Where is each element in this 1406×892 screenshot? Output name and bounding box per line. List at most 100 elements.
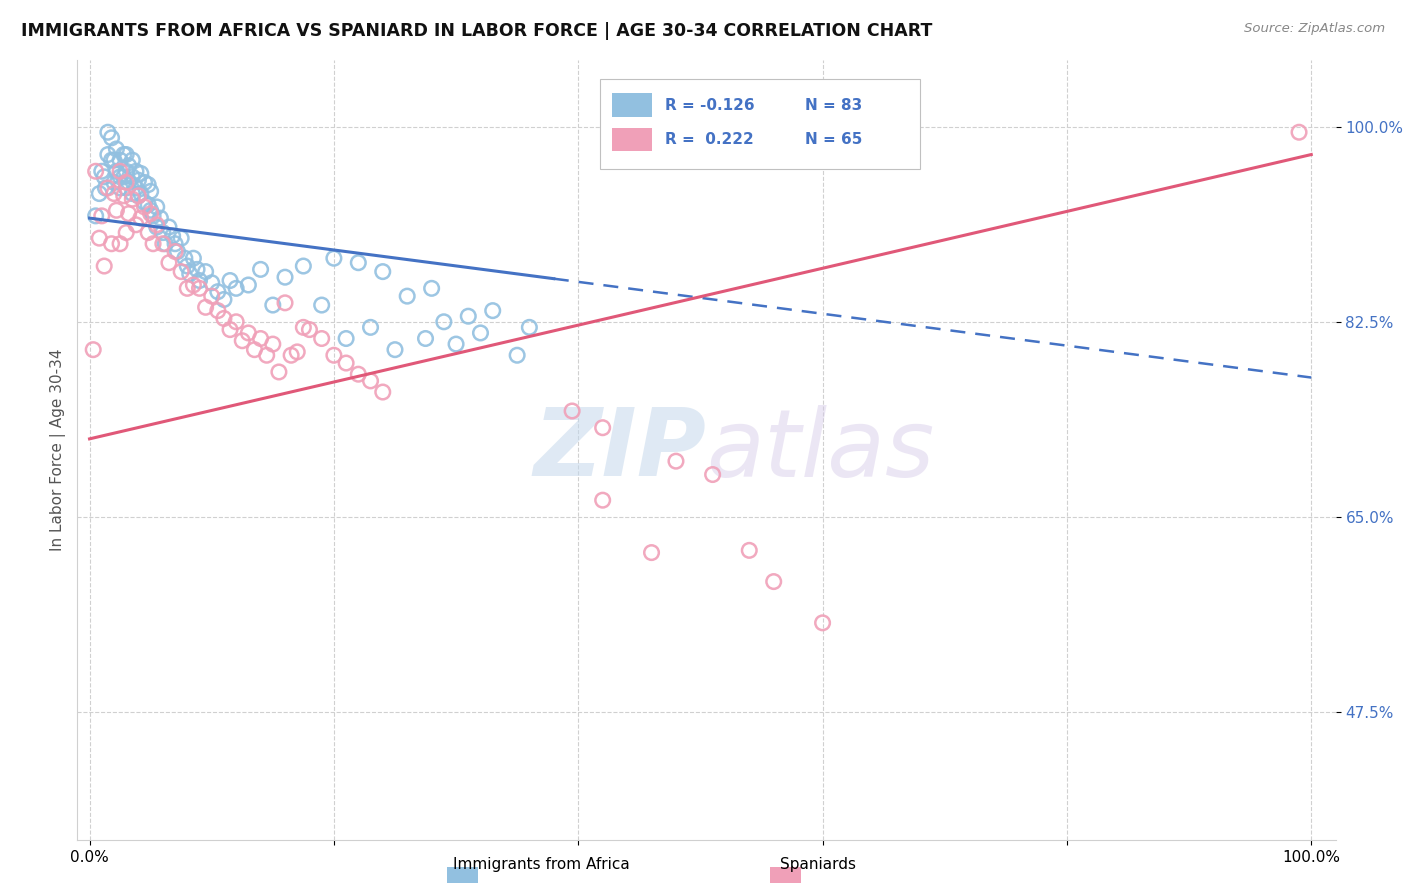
Point: [93, 259, 115, 273]
Point: [103, 176, 125, 190]
Point: [89, 231, 111, 245]
Point: [384, 343, 406, 357]
Point: [592, 493, 614, 508]
Point: [183, 252, 205, 266]
Point: [100, 131, 122, 145]
Point: [267, 365, 290, 379]
Point: [149, 211, 172, 226]
Point: [97, 125, 120, 139]
Point: [103, 153, 125, 168]
Point: [762, 574, 785, 589]
Point: [117, 176, 139, 190]
Point: [142, 236, 165, 251]
Point: [121, 169, 143, 184]
Point: [136, 198, 159, 212]
Point: [117, 207, 139, 221]
Text: Source: ZipAtlas.com: Source: ZipAtlas.com: [1244, 22, 1385, 36]
Point: [280, 348, 302, 362]
Point: [396, 289, 419, 303]
Point: [231, 334, 253, 348]
Point: [125, 218, 148, 232]
Point: [100, 236, 122, 251]
Point: [105, 142, 128, 156]
Point: [121, 192, 143, 206]
Point: [165, 244, 187, 259]
Point: [157, 256, 180, 270]
Point: [212, 293, 235, 307]
Point: [145, 220, 167, 235]
Point: [90, 164, 112, 178]
Point: [134, 200, 156, 214]
Point: [285, 345, 308, 359]
Point: [125, 164, 148, 178]
Point: [165, 236, 187, 251]
Point: [262, 298, 284, 312]
Point: [420, 281, 443, 295]
Y-axis label: In Labor Force | Age 30-34: In Labor Force | Age 30-34: [51, 349, 66, 551]
Point: [322, 348, 344, 362]
Point: [371, 385, 394, 400]
Point: [139, 203, 162, 218]
Point: [201, 289, 224, 303]
Point: [152, 236, 174, 251]
Point: [292, 259, 315, 273]
Point: [262, 337, 284, 351]
Point: [194, 301, 217, 315]
Point: [186, 262, 208, 277]
Point: [360, 320, 382, 334]
Point: [108, 181, 131, 195]
Point: [112, 189, 135, 203]
Point: [84, 209, 107, 223]
Text: Immigrants from Africa: Immigrants from Africa: [453, 857, 630, 872]
Point: [100, 153, 122, 168]
FancyBboxPatch shape: [599, 79, 921, 169]
Point: [115, 147, 138, 161]
Point: [93, 169, 115, 184]
Point: [738, 543, 761, 558]
Point: [145, 200, 167, 214]
Point: [188, 281, 211, 295]
Text: R =  0.222: R = 0.222: [665, 132, 754, 147]
Point: [481, 303, 503, 318]
Point: [90, 209, 112, 223]
Point: [335, 332, 357, 346]
Point: [243, 343, 266, 357]
Point: [665, 454, 688, 468]
Point: [139, 185, 162, 199]
Text: N = 83: N = 83: [804, 97, 862, 112]
Point: [134, 176, 156, 190]
Point: [157, 220, 180, 235]
Point: [274, 270, 297, 285]
Point: [108, 169, 131, 184]
Point: [311, 298, 333, 312]
Point: [249, 332, 271, 346]
Point: [702, 467, 724, 482]
Point: [249, 262, 271, 277]
Point: [89, 186, 111, 201]
Point: [142, 209, 165, 223]
Text: R = -0.126: R = -0.126: [665, 97, 755, 112]
Point: [194, 265, 217, 279]
Point: [105, 203, 128, 218]
Point: [335, 356, 357, 370]
Point: [444, 337, 467, 351]
Point: [136, 226, 159, 240]
Point: [561, 404, 583, 418]
Point: [506, 348, 529, 362]
Point: [127, 173, 149, 187]
Point: [592, 421, 614, 435]
Point: [134, 195, 156, 210]
Point: [322, 252, 344, 266]
Point: [145, 218, 167, 232]
Point: [115, 176, 138, 190]
Point: [121, 153, 143, 168]
Point: [207, 303, 229, 318]
Point: [173, 252, 195, 266]
Point: [256, 348, 278, 362]
Text: N = 65: N = 65: [804, 132, 862, 147]
Point: [640, 546, 662, 560]
Point: [129, 167, 152, 181]
Point: [129, 211, 152, 226]
Point: [176, 259, 198, 273]
Point: [188, 274, 211, 288]
